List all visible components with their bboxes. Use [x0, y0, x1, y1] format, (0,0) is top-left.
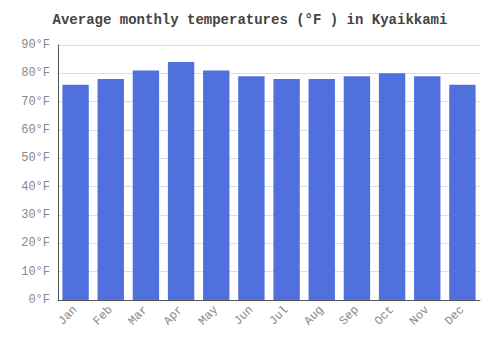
svg-text:10°F: 10°F: [21, 265, 50, 279]
svg-text:20°F: 20°F: [21, 236, 50, 250]
svg-text:Mar: Mar: [126, 303, 151, 328]
svg-text:60°F: 60°F: [21, 123, 50, 137]
svg-text:Oct: Oct: [372, 303, 397, 328]
svg-text:Feb: Feb: [91, 303, 116, 328]
svg-text:Aug: Aug: [302, 303, 327, 328]
svg-text:30°F: 30°F: [21, 208, 50, 222]
svg-text:Nov: Nov: [407, 303, 432, 328]
svg-text:Jun: Jun: [231, 303, 256, 328]
svg-text:40°F: 40°F: [21, 180, 50, 194]
svg-text:70°F: 70°F: [21, 95, 50, 109]
svg-text:Sep: Sep: [337, 303, 362, 328]
svg-text:90°F: 90°F: [21, 38, 50, 52]
svg-text:Jan: Jan: [55, 303, 80, 328]
svg-text:0°F: 0°F: [28, 293, 50, 307]
svg-text:Dec: Dec: [442, 303, 467, 328]
svg-text:80°F: 80°F: [21, 66, 50, 80]
svg-text:May: May: [196, 303, 221, 328]
svg-text:50°F: 50°F: [21, 151, 50, 165]
svg-text:Jul: Jul: [266, 303, 291, 328]
svg-text:Apr: Apr: [161, 303, 186, 328]
svg-text:Average monthly temperatures (: Average monthly temperatures (°F ) in Ky…: [53, 12, 448, 28]
